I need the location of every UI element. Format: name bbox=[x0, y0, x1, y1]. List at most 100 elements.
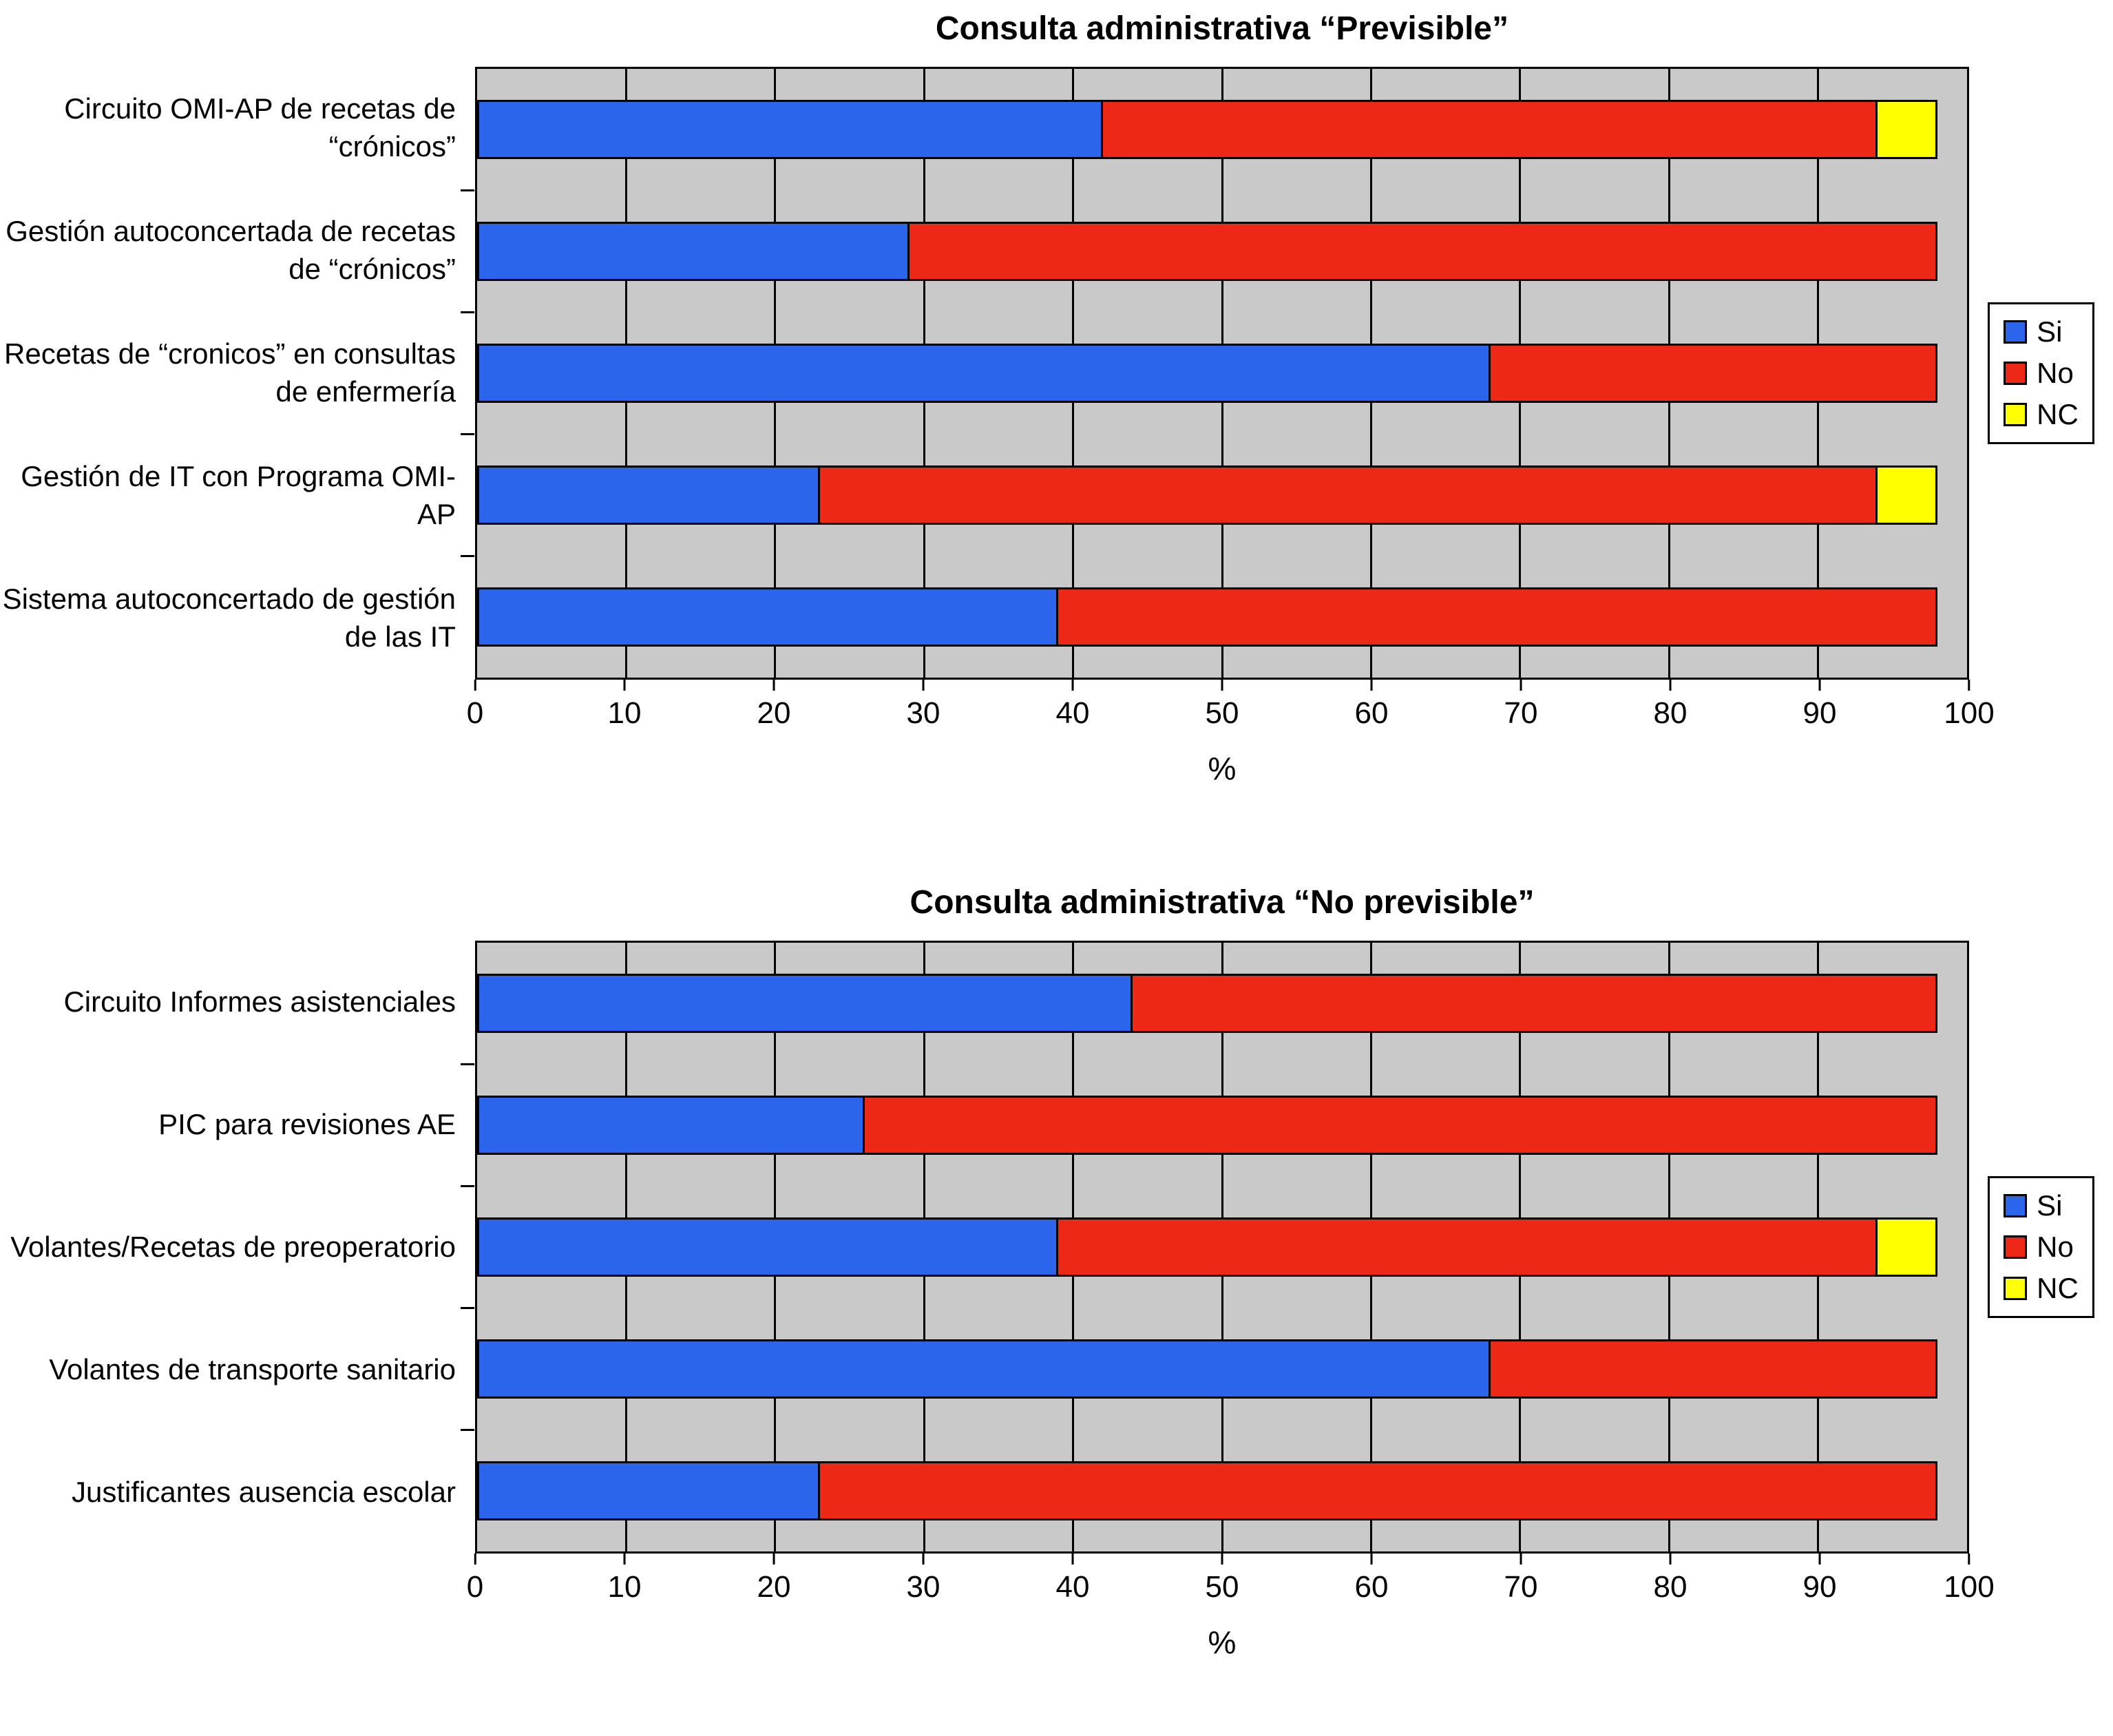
legend-swatch-nc bbox=[2004, 403, 2028, 426]
x-tick-label: 90 bbox=[1802, 696, 1837, 730]
chart-consulta-previsible: Consulta administrativa “Previsible” Cir… bbox=[0, 10, 2113, 787]
y-axis-tick bbox=[461, 1306, 474, 1309]
bar-segment-si bbox=[477, 465, 820, 525]
x-axis-tick: 40 bbox=[1055, 680, 1090, 731]
category-label: Circuito OMI-AP de recetas de “crónicos” bbox=[64, 92, 456, 163]
y-axis-tick bbox=[461, 1063, 474, 1066]
chart-consulta-no-previsible: Consulta administrativa “No previsible” … bbox=[0, 883, 2113, 1661]
x-tick-label: 20 bbox=[757, 1570, 791, 1604]
bar-band bbox=[477, 556, 1967, 678]
plot-column: 0 10 20 30 40 50 60 70 80 90 100 % bbox=[461, 941, 1995, 1661]
bar-band bbox=[477, 191, 1967, 313]
category-label: Gestión de IT con Programa OMI-AP bbox=[21, 460, 456, 530]
bar-segment-nc bbox=[1878, 1217, 1937, 1277]
category-label: Volantes/Recetas de preoperatorio bbox=[10, 1230, 456, 1263]
bar-segment-no bbox=[819, 465, 1878, 525]
y-axis-ticks bbox=[461, 69, 1967, 678]
bar-segment-si bbox=[477, 1217, 1058, 1277]
x-tick-label: 40 bbox=[1055, 696, 1090, 730]
x-tick-label: 100 bbox=[1944, 1570, 1995, 1604]
stacked-bar bbox=[477, 1339, 1967, 1399]
chart-body: Circuito Informes asistenciales PIC para … bbox=[0, 941, 2113, 1661]
category-label: Gestión autoconcertada de recetas de “cr… bbox=[6, 215, 456, 285]
legend-swatch-si bbox=[2004, 320, 2028, 344]
x-axis-tick: 100 bbox=[1944, 680, 1995, 731]
bar-band bbox=[477, 1065, 1967, 1186]
x-axis-tick: 90 bbox=[1802, 1554, 1837, 1604]
bar-segment-si bbox=[477, 1096, 865, 1155]
legend-swatch-nc bbox=[2004, 1277, 2028, 1300]
legend-label: NC bbox=[2037, 1272, 2079, 1304]
bar-band bbox=[477, 69, 1967, 191]
bar-segment-no bbox=[1058, 1217, 1878, 1277]
stacked-bar bbox=[477, 465, 1967, 525]
y-axis-ticks bbox=[461, 943, 1967, 1551]
stacked-bar bbox=[477, 587, 1967, 647]
stacked-bar bbox=[477, 1096, 1967, 1155]
bar-band bbox=[477, 313, 1967, 435]
bar-band bbox=[477, 434, 1967, 556]
x-axis-tick: 20 bbox=[757, 1554, 791, 1604]
x-tick-label: 0 bbox=[466, 1570, 484, 1604]
stacked-bar bbox=[477, 974, 1967, 1034]
x-axis-tick: 70 bbox=[1504, 680, 1537, 731]
bars-container bbox=[477, 943, 1967, 1551]
x-axis-tick: 60 bbox=[1354, 680, 1389, 731]
bar-segment-si bbox=[477, 587, 1058, 647]
legend-swatch-no bbox=[2004, 362, 2028, 385]
x-axis-tick: 70 bbox=[1504, 1554, 1538, 1604]
x-axis-tick: 90 bbox=[1802, 680, 1837, 731]
x-tick-label: 50 bbox=[1205, 1570, 1239, 1604]
x-axis-tick: 50 bbox=[1206, 680, 1239, 731]
bar-segment-si bbox=[477, 222, 910, 282]
category-label: Recetas de “cronicos” en consultas de en… bbox=[4, 337, 456, 408]
bar-segment-no bbox=[864, 1096, 1937, 1155]
bar-segment-si bbox=[477, 974, 1133, 1034]
x-tick-label: 60 bbox=[1354, 696, 1389, 730]
y-axis-tick bbox=[461, 189, 474, 192]
bar-segment-si bbox=[477, 343, 1491, 403]
figure-page: Consulta administrativa “Previsible” Cir… bbox=[0, 10, 2113, 1661]
x-axis-tick: 60 bbox=[1354, 1554, 1389, 1604]
x-axis-tick: 10 bbox=[607, 1554, 642, 1604]
x-tick-label: 30 bbox=[906, 1570, 940, 1604]
x-axis-tick: 40 bbox=[1056, 1554, 1089, 1604]
x-axis: 0 10 20 30 40 50 60 70 80 90 100 bbox=[467, 680, 1995, 739]
category-label: Volantes de transporte sanitario bbox=[49, 1352, 456, 1385]
legend-item-nc: NC bbox=[2004, 398, 2079, 431]
x-tick-label: 90 bbox=[1802, 1570, 1837, 1604]
category-label: Justificantes ausencia escolar bbox=[72, 1475, 456, 1508]
category-label: Sistema autoconcertado de gestión de las… bbox=[2, 583, 456, 653]
x-axis-tick: 20 bbox=[757, 680, 790, 731]
x-axis-tick: 0 bbox=[467, 1554, 483, 1604]
legend: Si No NC bbox=[1988, 1176, 2094, 1318]
legend-item-si: Si bbox=[2004, 315, 2079, 348]
legend-column: Si No NC bbox=[1969, 67, 2113, 680]
legend-item-no: No bbox=[2004, 357, 2079, 390]
x-tick-label: 80 bbox=[1653, 1570, 1688, 1604]
bar-segment-si bbox=[477, 1339, 1491, 1399]
legend-item-nc: NC bbox=[2004, 1272, 2079, 1305]
x-tick-label: 50 bbox=[1205, 696, 1239, 730]
bar-segment-no bbox=[1490, 343, 1937, 403]
x-tick-label: 30 bbox=[906, 696, 940, 730]
y-axis-tick bbox=[461, 554, 474, 557]
legend-label: NC bbox=[2037, 398, 2079, 430]
x-tick-label: 0 bbox=[466, 696, 484, 730]
bar-segment-no bbox=[819, 1461, 1937, 1520]
y-axis-tick bbox=[461, 1185, 474, 1188]
category-label: PIC para revisiones AE bbox=[158, 1107, 456, 1140]
x-tick-label: 60 bbox=[1354, 1570, 1389, 1604]
x-tick-label: 100 bbox=[1944, 696, 1995, 730]
plot-area bbox=[461, 67, 1969, 680]
y-axis-labels: Circuito OMI-AP de recetas de “crónicos”… bbox=[0, 67, 475, 680]
x-tick-label: 70 bbox=[1504, 1570, 1538, 1604]
x-axis-title: % bbox=[1208, 751, 1237, 786]
bar-segment-nc bbox=[1878, 465, 1937, 525]
legend-swatch-no bbox=[2004, 1235, 2028, 1259]
stacked-bar bbox=[477, 343, 1967, 403]
x-tick-label: 10 bbox=[607, 1570, 642, 1604]
y-axis-tick bbox=[461, 432, 474, 435]
chart-title: Consulta administrativa “No previsible” bbox=[910, 884, 1535, 921]
bars-container bbox=[477, 69, 1967, 678]
